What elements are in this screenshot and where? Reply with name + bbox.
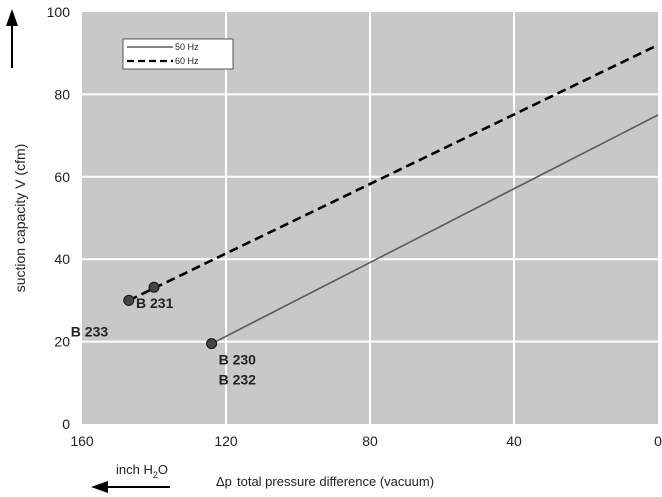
y-tick-label: 60 <box>54 169 70 185</box>
y-axis-arrow <box>6 9 18 68</box>
x-axis-label: total pressure difference (vacuum) <box>237 474 434 489</box>
legend-label-60hz: 60 Hz <box>175 56 199 66</box>
y-tick-label: 20 <box>54 334 70 350</box>
annotations: B 231 B 233 B 230 B 232 <box>71 295 256 387</box>
point-label: B 232 <box>219 372 257 388</box>
x-tick-label: 0 <box>654 433 662 449</box>
legend-box <box>122 38 234 70</box>
y-tick-label: 80 <box>54 86 70 102</box>
data-markers <box>123 281 218 350</box>
x-axis-symbol: Δp <box>216 474 232 489</box>
series-lines <box>128 43 659 345</box>
y-tick-label: 40 <box>54 251 70 267</box>
legend: 50 Hz 60 Hz <box>122 38 234 70</box>
x-axis-arrow <box>91 481 170 493</box>
x-tick-labels: 160 120 80 40 0 <box>70 433 662 449</box>
data-point-marker <box>148 281 160 293</box>
x-tick-label: 160 <box>70 433 94 449</box>
series-line-50hz <box>211 114 659 345</box>
grid <box>82 12 658 424</box>
y-tick-label: 0 <box>62 416 70 432</box>
point-label: B 230 <box>219 352 257 368</box>
y-tick-label: 100 <box>47 4 71 20</box>
x-axis-unit: inch H2O <box>116 462 168 480</box>
x-tick-label: 40 <box>506 433 522 449</box>
y-axis-label: suction capacity V (cfm) <box>12 144 28 293</box>
x-tick-label: 80 <box>362 433 378 449</box>
data-point-marker <box>123 294 135 306</box>
point-label: B 233 <box>71 323 109 339</box>
x-tick-label: 120 <box>214 433 238 449</box>
legend-label-50hz: 50 Hz <box>175 42 199 52</box>
data-point-marker <box>206 338 218 350</box>
point-label: B 231 <box>136 295 174 311</box>
y-tick-labels: 0 20 40 60 80 100 <box>47 4 71 432</box>
